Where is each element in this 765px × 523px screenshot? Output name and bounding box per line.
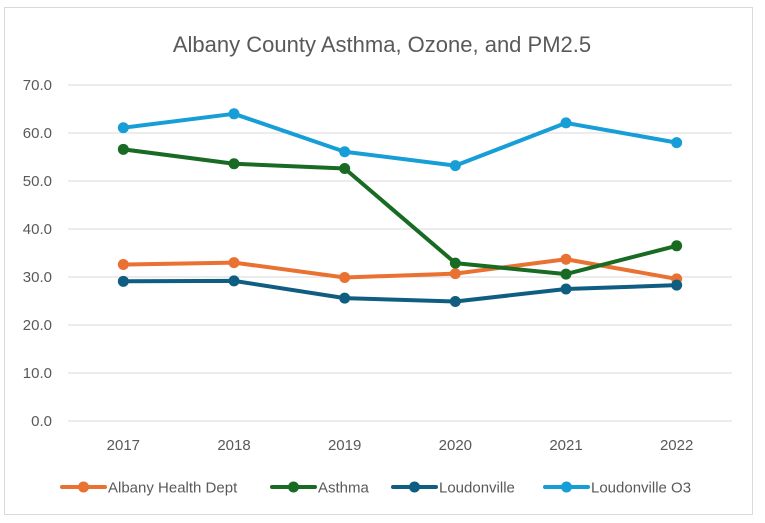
legend-marker-icon [409,481,420,493]
data-point [339,292,351,304]
data-point [339,163,351,175]
data-point [560,268,572,280]
x-tick-label: 2021 [549,437,582,454]
data-point [449,268,461,280]
data-point [339,271,351,283]
y-axis-ticks: 0.0 10.0 20.0 30.0 40.0 50.0 60.0 70.0 [23,77,52,430]
x-tick-label: 2017 [107,437,140,454]
y-tick-label: 10.0 [23,365,52,382]
series-line [121,111,679,168]
legend-marker-icon [561,481,572,493]
series-line [121,278,679,304]
x-tick-label: 2019 [328,437,361,454]
y-tick-label: 40.0 [23,221,52,238]
data-point [228,108,240,120]
legend-label: Albany Health Dept [108,480,238,497]
series-lines [117,108,683,307]
data-point [449,257,461,269]
data-point [560,253,572,265]
data-point [449,160,461,172]
data-point [671,137,683,149]
series-line [121,147,679,277]
y-tick-label: 70.0 [23,77,52,94]
series-asthma [117,143,683,280]
data-point [228,257,240,269]
legend-label: Asthma [318,480,370,497]
data-point [228,158,240,170]
legend-item: Loudonville O3 [543,480,691,497]
y-tick-label: 60.0 [23,125,52,142]
chart-frame [4,7,753,515]
data-point [228,275,240,287]
y-tick-label: 20.0 [23,317,52,334]
data-point [117,122,129,134]
chart-title: Albany County Asthma, Ozone, and PM2.5 [173,32,591,57]
x-tick-label: 2022 [660,437,693,454]
data-point [339,146,351,158]
legend-marker-icon [78,481,89,493]
legend: Albany Health Dept Asthma Loudonville Loudo… [60,480,691,497]
series-line [121,257,679,281]
data-point [117,143,129,155]
y-tick-label: 0.0 [31,413,52,430]
x-tick-label: 2018 [217,437,250,454]
y-tick-label: 50.0 [23,173,52,190]
data-point [560,283,572,295]
data-point [117,259,129,271]
series-loudonville-o3 [117,108,683,172]
y-tick-label: 30.0 [23,269,52,286]
data-point [671,240,683,252]
data-point [449,295,461,307]
data-point [117,275,129,287]
x-tick-label: 2020 [439,437,472,454]
legend-marker-icon [288,481,299,493]
legend-item: Loudonville [391,480,515,497]
series-loudonville [117,275,683,307]
legend-item: Albany Health Dept [60,480,238,497]
data-point [560,117,572,129]
legend-label: Loudonville [439,480,515,497]
legend-label: Loudonville O3 [591,480,691,497]
legend-item: Asthma [270,480,370,497]
data-point [671,279,683,291]
x-axis-ticks: 2017 2018 2019 2020 2021 2022 [107,437,694,454]
